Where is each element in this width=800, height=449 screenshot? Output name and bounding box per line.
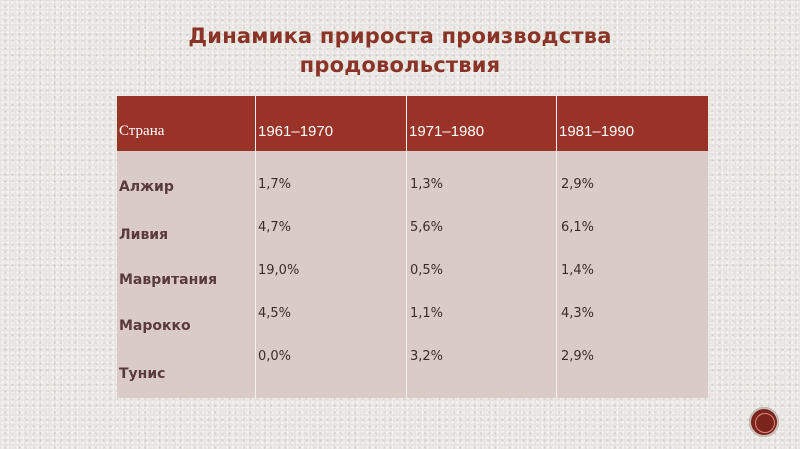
- header-country: Страна: [119, 123, 165, 139]
- slide-title: Динамика прироста производства продоволь…: [0, 22, 800, 80]
- table-cell: 4,7%: [258, 220, 292, 235]
- table-cell: 4,5%: [258, 306, 292, 321]
- row-country: Мавритания: [119, 272, 218, 288]
- table-cell: 5,6%: [410, 220, 444, 235]
- table-cell: 4,3%: [561, 306, 595, 321]
- table-cell: 0,0%: [258, 349, 292, 364]
- row-country: Марокко: [119, 318, 191, 334]
- table-cell: 19,0%: [258, 263, 300, 278]
- column-divider: [255, 96, 256, 398]
- row-country: Алжир: [119, 179, 174, 195]
- table-body: [117, 151, 708, 398]
- data-table: Страна 1961–1970 1971–1980 1981–1990 Алж…: [117, 96, 708, 398]
- title-line-1: Динамика прироста производства: [188, 24, 612, 48]
- header-period-3: 1981–1990: [559, 123, 635, 140]
- row-country: Ливия: [119, 227, 169, 243]
- title-line-2: продовольствия: [299, 53, 501, 77]
- table-cell: 3,2%: [410, 349, 444, 364]
- row-country: Тунис: [119, 366, 166, 382]
- table-cell: 2,9%: [561, 349, 595, 364]
- header-period-1: 1961–1970: [258, 123, 334, 140]
- header-period-2: 1971–1980: [409, 123, 485, 140]
- table-cell: 1,1%: [410, 306, 444, 321]
- table-cell: 0,5%: [410, 263, 444, 278]
- table-cell: 1,7%: [258, 177, 292, 192]
- emblem-ring: [755, 413, 775, 433]
- table-header: [117, 96, 708, 151]
- column-divider: [556, 96, 557, 398]
- emblem-icon: [749, 407, 779, 437]
- table-cell: 1,3%: [410, 177, 444, 192]
- table-cell: 2,9%: [561, 177, 595, 192]
- table-cell: 6,1%: [561, 220, 595, 235]
- column-divider: [406, 96, 407, 398]
- table-cell: 1,4%: [561, 263, 595, 278]
